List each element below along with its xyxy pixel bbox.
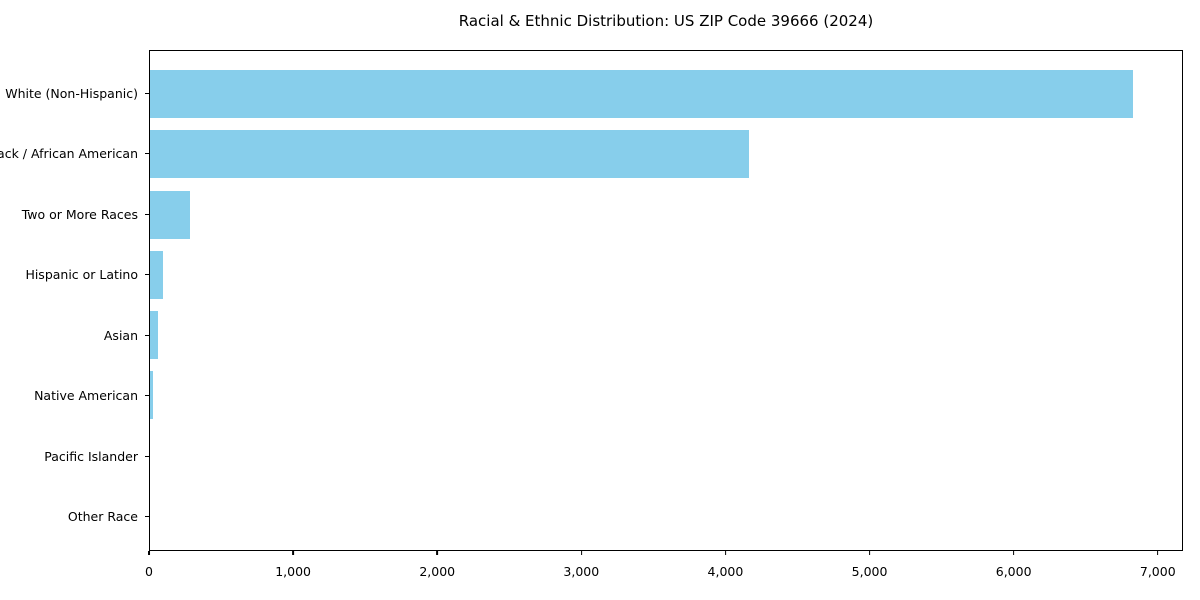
x-tick-label: 6,000: [995, 564, 1032, 579]
y-tick-mark: [145, 395, 149, 397]
x-tick-5000: 5,000: [851, 551, 888, 579]
bar-hispanic-or-latino: [150, 250, 163, 299]
bar-white-non-hispanic: [150, 70, 1133, 119]
bar-row-native-american: [150, 365, 1182, 425]
x-tick-7000: 7,000: [1140, 551, 1176, 579]
x-tick-mark: [1157, 551, 1159, 555]
y-axis-row-hispanic-or-latino: Hispanic or Latino: [0, 245, 149, 306]
y-axis-row-asian: Asian: [0, 305, 149, 366]
x-tick-mark: [292, 551, 294, 555]
x-tick-mark: [1013, 551, 1015, 555]
plot-area: [149, 50, 1183, 551]
x-tick-label: 3,000: [563, 564, 600, 579]
y-axis-row-white-non-hispanic: White (Non-Hispanic): [0, 63, 149, 124]
x-tick-4000: 4,000: [707, 551, 744, 579]
bar-row-asian: [150, 305, 1182, 365]
category-label-asian: Asian: [103, 327, 138, 343]
y-tick-mark: [145, 516, 149, 518]
category-label-white-non-hispanic: White (Non-Hispanic): [5, 85, 138, 101]
y-axis-row-black-african-american: Black / African American: [0, 124, 149, 185]
category-label-native-american: Native American: [34, 388, 138, 404]
x-tick-mark: [436, 551, 438, 555]
bar-row-black-african-american: [150, 124, 1182, 184]
y-axis-row-pacific-islander: Pacific Islander: [0, 426, 149, 487]
bar-row-pacific-islander: [150, 426, 1182, 486]
x-tick-2000: 2,000: [419, 551, 455, 579]
bar-native-american: [150, 371, 153, 420]
bar-asian: [150, 311, 158, 360]
x-tick-mark: [724, 551, 727, 555]
x-tick-mark: [868, 551, 871, 555]
y-tick-mark: [145, 213, 149, 215]
x-tick-label: 1,000: [275, 564, 312, 579]
x-tick-6000: 6,000: [996, 551, 1032, 579]
x-tick-label: 2,000: [419, 564, 456, 579]
category-label-hispanic-or-latino: Hispanic or Latino: [25, 267, 138, 283]
y-axis: White (Non-Hispanic) Black / African Amer…: [0, 50, 149, 551]
x-axis: 0 1,000 2,000 3,000 4,000 5,000 6,000 7,000: [145, 551, 1183, 591]
y-tick-mark: [145, 274, 149, 276]
x-tick-mark: [148, 551, 150, 555]
x-tick-label: 0: [145, 564, 153, 579]
category-label-pacific-islander: Pacific Islander: [44, 448, 138, 464]
x-tick-label: 7,000: [1139, 564, 1176, 579]
bar-black-african-american: [150, 130, 750, 179]
bar-two-or-more-races: [150, 190, 191, 239]
x-tick-1000: 1,000: [275, 551, 311, 579]
category-label-two-or-more-races: Two or More Races: [21, 206, 138, 222]
bar-row-hispanic-or-latino: [150, 245, 1182, 305]
y-axis-row-other-race: Other Race: [0, 487, 149, 548]
x-tick-label: 5,000: [851, 564, 888, 579]
y-axis-row-native-american: Native American: [0, 366, 149, 427]
y-tick-mark: [145, 153, 149, 155]
chart-title: Racial & Ethnic Distribution: US ZIP Cod…: [458, 12, 874, 30]
y-tick-mark: [145, 334, 149, 336]
x-tick-3000: 3,000: [563, 551, 599, 579]
x-tick-label: 4,000: [707, 564, 744, 579]
y-axis-row-two-or-more-races: Two or More Races: [0, 184, 149, 245]
bar-row-other-race: [150, 486, 1182, 546]
x-tick-0: 0: [145, 551, 153, 579]
x-tick-mark: [580, 551, 582, 555]
category-label-other-race: Other Race: [67, 509, 138, 525]
bar-rows: [150, 51, 1182, 550]
y-tick-mark: [145, 455, 149, 457]
category-label-black-african-american: Black / African American: [0, 146, 138, 162]
bar-row-two-or-more-races: [150, 185, 1182, 245]
y-tick-mark: [145, 92, 149, 94]
bar-row-white-non-hispanic: [150, 64, 1182, 124]
